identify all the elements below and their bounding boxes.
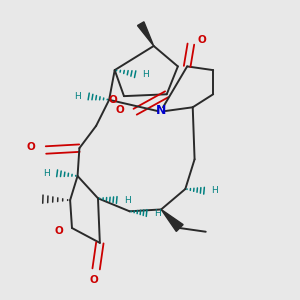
Text: O: O xyxy=(116,105,125,115)
Text: H: H xyxy=(74,92,81,100)
Text: O: O xyxy=(55,226,63,236)
Text: H: H xyxy=(142,70,149,79)
Text: N: N xyxy=(156,104,166,118)
Polygon shape xyxy=(161,209,183,231)
Text: O: O xyxy=(27,142,35,152)
Text: H: H xyxy=(154,209,160,218)
Polygon shape xyxy=(137,22,154,46)
Text: O: O xyxy=(198,35,206,45)
Text: H: H xyxy=(43,169,50,178)
Text: H: H xyxy=(124,196,131,205)
Text: H: H xyxy=(211,186,218,195)
Text: O: O xyxy=(109,95,117,105)
Text: O: O xyxy=(90,275,99,285)
